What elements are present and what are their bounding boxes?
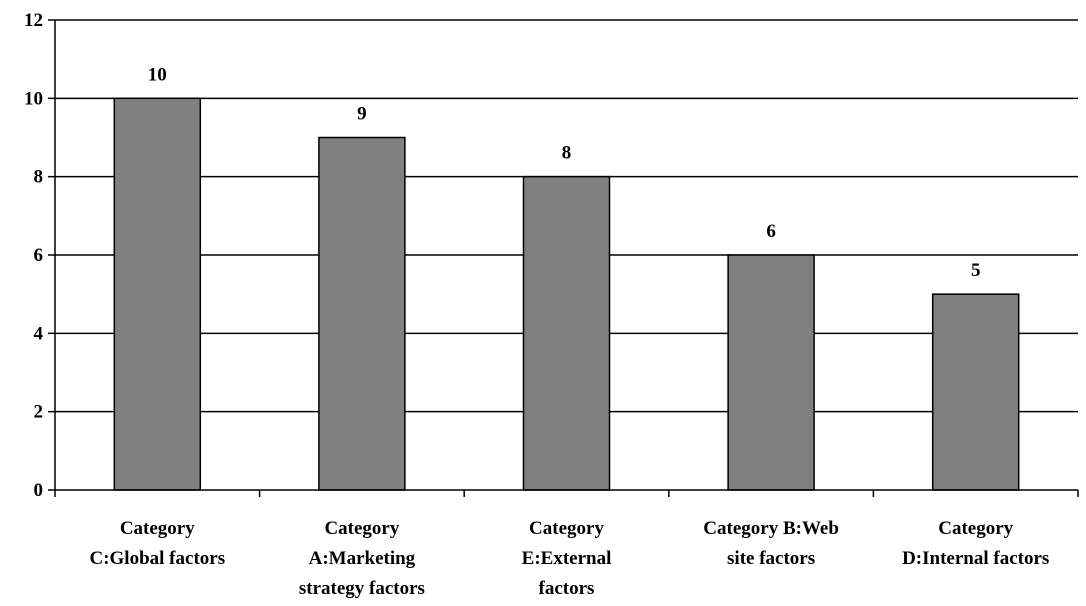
data-label: 6	[766, 221, 776, 242]
bar	[931, 293, 1020, 491]
x-category-label: Category A:Marketing strategy factors	[299, 518, 425, 599]
x-category-label: Category C:Global factors	[89, 518, 225, 569]
data-label: 9	[357, 104, 367, 125]
x-category-label-line: Category	[938, 518, 1013, 539]
data-label: 8	[562, 143, 572, 164]
y-tick-label: 2	[34, 402, 44, 423]
y-tick-label: 10	[24, 88, 43, 109]
category-labels: Category C:Global factors Category A:Market…	[89, 518, 1049, 599]
x-category-label-line: D:Internal factors	[902, 548, 1049, 569]
y-axis-ticks: 0 2 4 6 8 10 12	[24, 10, 55, 501]
y-tick-label: 6	[34, 245, 44, 266]
bars	[113, 97, 1020, 491]
data-label: 5	[971, 260, 981, 281]
x-category-label-line: site factors	[727, 548, 815, 569]
x-category-label-line: factors	[539, 578, 595, 599]
x-category-label-line: strategy factors	[299, 578, 425, 599]
data-labels: 10 9 8 6 5	[148, 64, 981, 281]
data-label: 10	[148, 64, 167, 85]
x-category-label: Category E:External factors	[522, 518, 612, 599]
y-tick-label: 0	[34, 480, 44, 501]
bar	[318, 136, 406, 491]
x-category-label-line: A:Marketing	[309, 548, 416, 569]
x-category-label-line: Category B:Web	[703, 518, 839, 539]
bar	[727, 254, 815, 491]
y-tick-label: 4	[34, 323, 44, 344]
bar	[522, 175, 611, 491]
x-category-label-line: Category	[324, 518, 399, 539]
y-tick-label: 12	[24, 10, 43, 31]
bar	[113, 97, 202, 491]
x-category-label-line: E:External	[522, 548, 612, 569]
x-category-label: Category D:Internal factors	[902, 518, 1049, 569]
y-tick-label: 8	[34, 167, 44, 188]
x-category-label: Category B:Web site factors	[703, 518, 839, 569]
x-axis-ticks	[54, 490, 1079, 497]
x-category-label-line: Category	[529, 518, 604, 539]
x-category-label-line: C:Global factors	[89, 548, 225, 569]
x-category-label-line: Category	[120, 518, 195, 539]
